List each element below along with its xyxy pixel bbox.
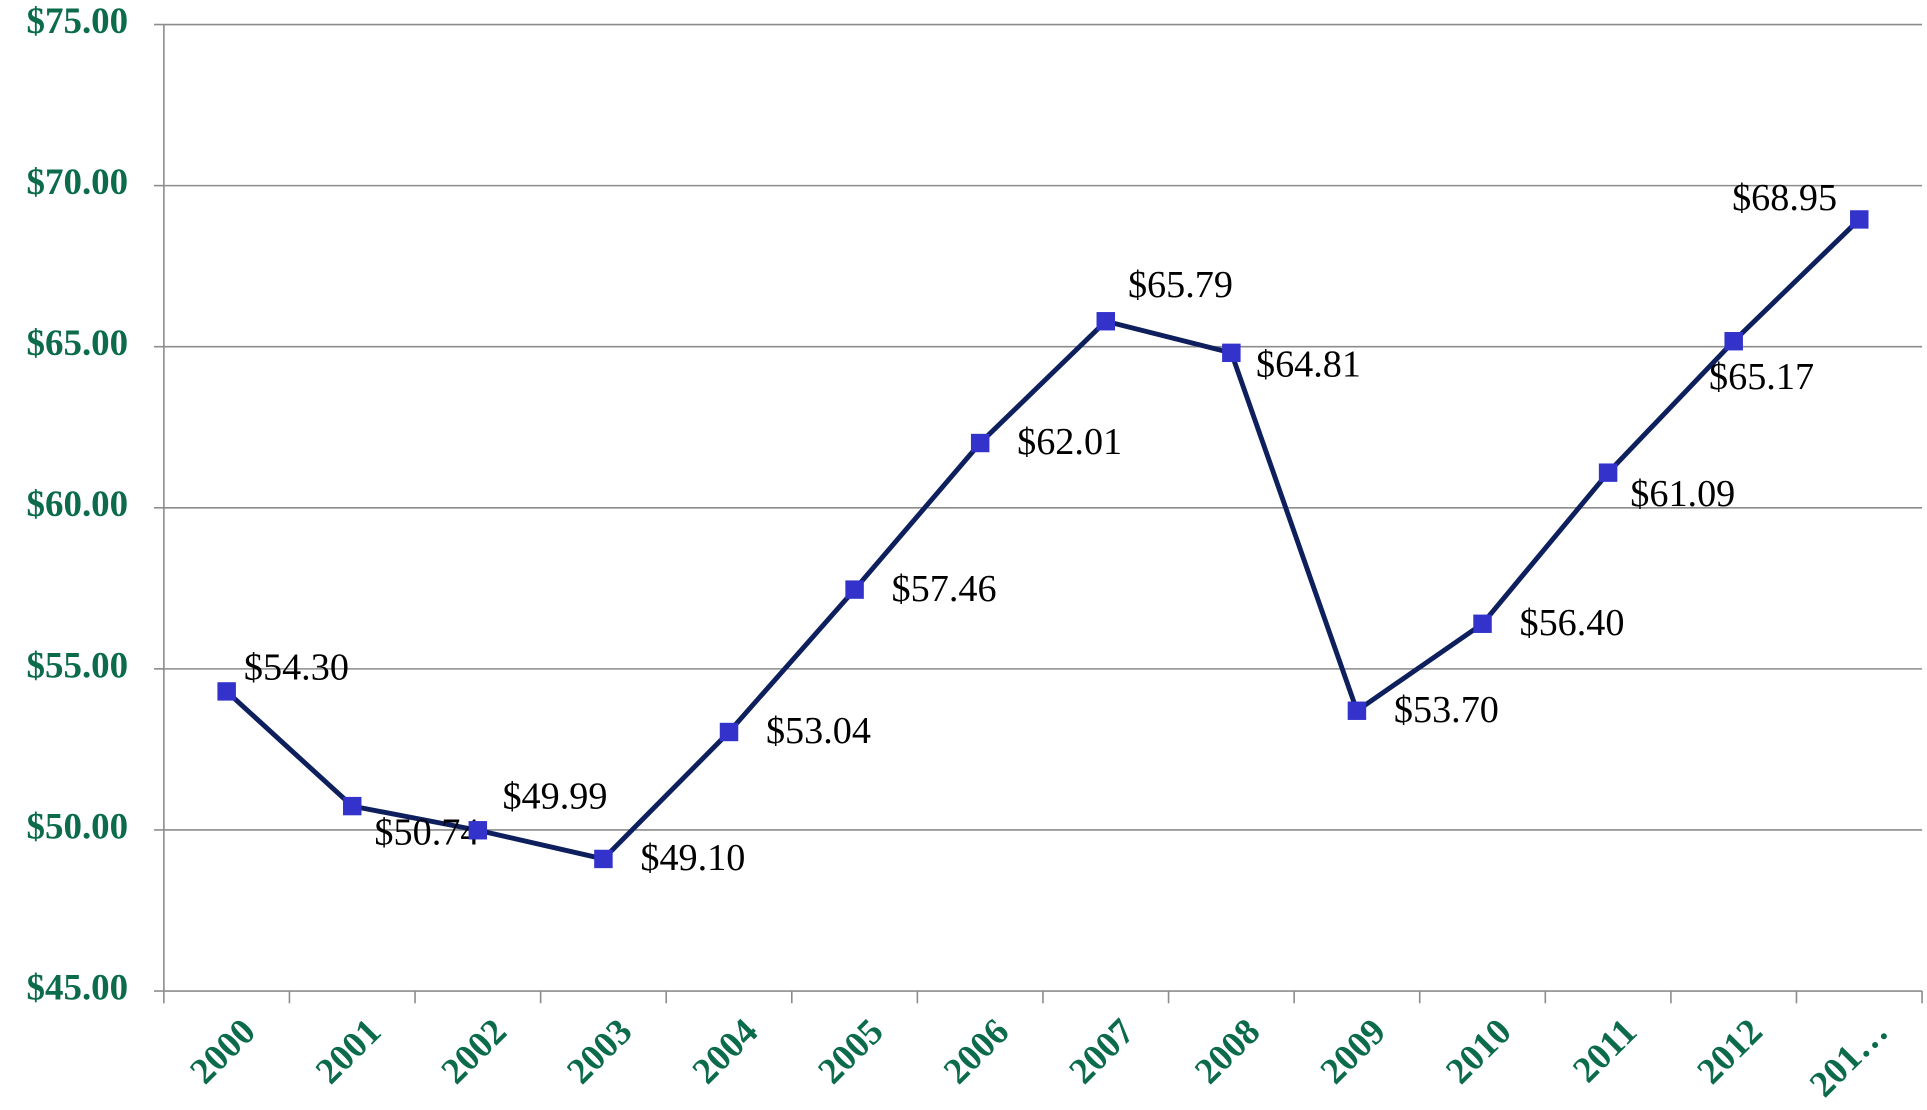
value-label: $53.04 <box>766 710 871 752</box>
y-tick-label: $60.00 <box>27 483 129 524</box>
marker <box>217 682 236 701</box>
marker <box>719 722 739 742</box>
marker <box>1850 210 1869 229</box>
marker <box>594 849 613 869</box>
value-label: $54.30 <box>244 646 349 688</box>
x-tick-label: 2001 <box>307 1011 388 1092</box>
value-label: $49.99 <box>502 775 607 817</box>
value-label: $56.40 <box>1519 602 1624 644</box>
x-tick-label: 2005 <box>810 1011 891 1092</box>
marker <box>343 796 362 816</box>
value-label: $65.79 <box>1128 264 1233 306</box>
x-tick-label: 2002 <box>433 1011 514 1092</box>
marker <box>1598 463 1618 482</box>
y-tick-label: $65.00 <box>27 322 129 363</box>
marker <box>1473 614 1492 633</box>
x-tick-label: 2012 <box>1689 1011 1770 1092</box>
y-tick-label: $75.00 <box>27 0 129 41</box>
x-tick-label: 2006 <box>935 1011 1016 1092</box>
x-tick-label: 2008 <box>1186 1011 1267 1092</box>
value-label: $62.01 <box>1017 421 1122 463</box>
marker <box>845 580 864 599</box>
marker <box>1347 701 1367 720</box>
value-label: $57.46 <box>892 568 997 610</box>
y-tick-label: $55.00 <box>27 644 129 685</box>
line <box>224 217 1861 862</box>
marker <box>468 821 488 840</box>
value-label: $61.09 <box>1630 473 1735 515</box>
value-label: $68.95 <box>1732 177 1837 219</box>
value-label: $49.10 <box>640 837 745 879</box>
marker <box>1222 343 1241 363</box>
value-label: $65.17 <box>1709 356 1814 398</box>
x-tick-label: 2000 <box>182 1011 263 1092</box>
y-tick-label: $45.00 <box>27 967 129 1008</box>
marker <box>1724 332 1743 351</box>
y-tick-label: $70.00 <box>27 161 129 202</box>
y-tick-label: $50.00 <box>27 805 129 846</box>
marker <box>970 433 990 453</box>
value-label: $53.70 <box>1394 689 1499 731</box>
value-label: $50.74 <box>374 811 479 853</box>
x-tick-label: 2010 <box>1438 1011 1519 1092</box>
x-tick-label: 2011 <box>1565 1011 1645 1091</box>
x-tick-label: 2007 <box>1061 1011 1142 1092</box>
x-tick-label: 201… <box>1801 1011 1895 1105</box>
x-tick-label: 2004 <box>684 1011 765 1092</box>
x-tick-label: 2009 <box>1312 1011 1393 1092</box>
value-label: $64.81 <box>1256 343 1361 385</box>
x-tick-label: 2003 <box>558 1011 639 1092</box>
marker <box>1096 312 1116 331</box>
